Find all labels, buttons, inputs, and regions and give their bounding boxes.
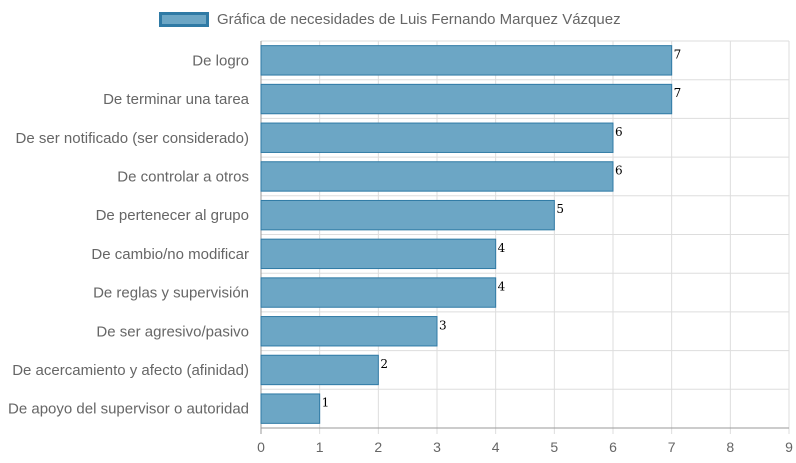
value-label: 1 <box>322 396 330 410</box>
bars <box>260 45 673 424</box>
bar[interactable] <box>260 122 614 153</box>
value-label: 6 <box>615 163 623 177</box>
value-label: 2 <box>380 357 388 371</box>
value-label: 5 <box>556 202 564 216</box>
value-label: 4 <box>498 280 506 294</box>
x-tick-label: 6 <box>609 439 617 455</box>
category-label: De terminar una tarea <box>103 91 250 108</box>
category-label: De acercamiento y afecto (afinidad) <box>12 362 249 379</box>
labels: 0 1 2 3 4 5 6 7 8 9 De logro 7 De terminar una tarea… <box>8 47 793 455</box>
legend[interactable]: Gráfica de necesidades de Luis Fernando … <box>159 9 621 29</box>
bar[interactable] <box>260 83 673 115</box>
value-label: 6 <box>615 125 623 139</box>
x-tick-label: 2 <box>374 439 382 455</box>
value-label: 7 <box>674 47 682 61</box>
x-tick-label: 1 <box>316 439 324 455</box>
category-label: De controlar a otros <box>117 168 249 185</box>
category-label: De cambio/no modificar <box>91 246 249 263</box>
bar[interactable] <box>260 393 321 424</box>
x-tick-label: 0 <box>257 439 265 455</box>
value-label: 4 <box>498 241 506 255</box>
bar[interactable] <box>260 161 614 192</box>
bar[interactable] <box>260 277 497 308</box>
x-tick-label: 9 <box>785 439 793 455</box>
category-label: De reglas y supervisión <box>93 285 249 302</box>
value-label: 7 <box>674 86 682 100</box>
bar[interactable] <box>260 238 497 270</box>
x-tick-label: 7 <box>668 439 676 455</box>
category-label: De apoyo del supervisor o autoridad <box>8 401 249 418</box>
bar[interactable] <box>260 45 673 76</box>
legend-swatch <box>159 11 209 27</box>
bar[interactable] <box>260 354 379 386</box>
x-tick-label: 3 <box>433 439 441 455</box>
bar[interactable] <box>260 199 555 231</box>
legend-label: Gráfica de necesidades de Luis Fernando … <box>217 10 621 28</box>
bar[interactable] <box>260 316 438 347</box>
value-label: 3 <box>439 318 447 332</box>
category-label: De logro <box>192 52 249 69</box>
category-label: De ser agresivo/pasivo <box>96 323 249 340</box>
x-tick-label: 8 <box>726 439 734 455</box>
category-label: De pertenecer al grupo <box>96 207 249 224</box>
x-tick-label: 5 <box>550 439 558 455</box>
category-label: De ser notificado (ser considerado) <box>16 130 249 147</box>
x-tick-label: 4 <box>492 439 500 455</box>
